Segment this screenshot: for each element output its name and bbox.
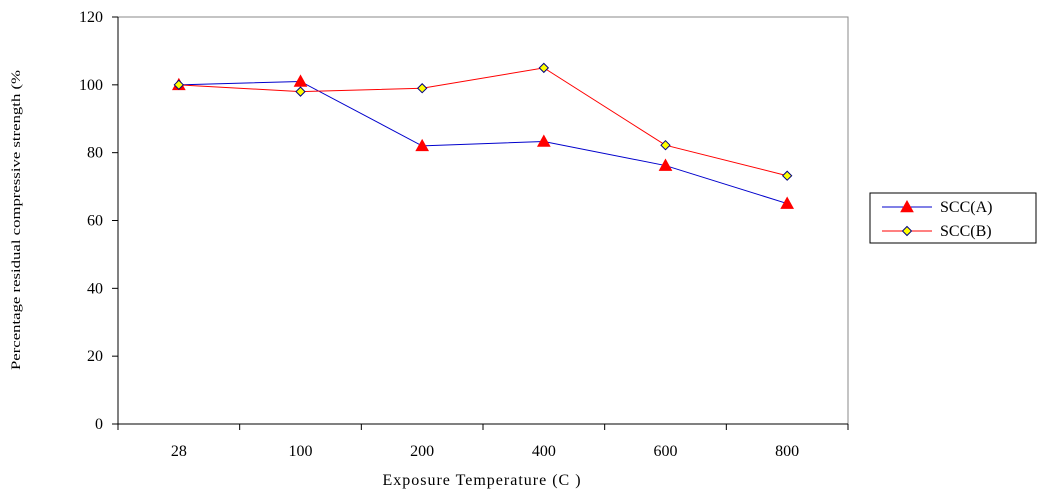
data-point	[660, 139, 671, 151]
y-tick-label: 60	[87, 213, 103, 230]
data-point	[536, 134, 551, 147]
x-tick-label: 28	[171, 443, 187, 460]
legend-marker	[900, 199, 914, 213]
series-line	[178, 67, 788, 177]
data-point	[658, 158, 673, 171]
x-tick-label: 800	[775, 443, 799, 460]
legend-label: SCC(A)	[940, 199, 992, 216]
x-tick-label: 600	[654, 443, 678, 460]
data-point	[416, 83, 428, 94]
data-point	[295, 86, 306, 97]
y-tick-label: 40	[87, 280, 103, 297]
data-point	[781, 170, 793, 181]
legend-box	[869, 192, 1037, 244]
y-axis-title: Percentage residual compressive strength…	[8, 70, 23, 370]
x-axis-title: Exposure Temperature (C )	[382, 472, 581, 489]
data-point	[173, 79, 185, 91]
x-tick-label: 100	[289, 443, 313, 460]
data-point	[293, 74, 308, 87]
data-point	[780, 196, 795, 209]
legend: SCC(A) SCC(B)	[869, 192, 1037, 244]
x-tick-label: 400	[532, 443, 556, 460]
y-tick-label: 0	[95, 416, 103, 433]
legend-label: SCC(B)	[940, 223, 992, 240]
series-line	[178, 80, 788, 205]
legend-marker	[901, 225, 913, 237]
y-tick-label: 100	[79, 77, 103, 94]
y-tick-label: 120	[79, 9, 103, 26]
data-point	[538, 62, 550, 74]
x-tick-label: 200	[410, 443, 434, 460]
data-point	[415, 138, 430, 152]
series-scc-a	[171, 74, 795, 209]
y-tick-label: 20	[87, 348, 103, 365]
y-tick-label: 80	[87, 145, 103, 162]
series-scc-b	[173, 62, 793, 181]
